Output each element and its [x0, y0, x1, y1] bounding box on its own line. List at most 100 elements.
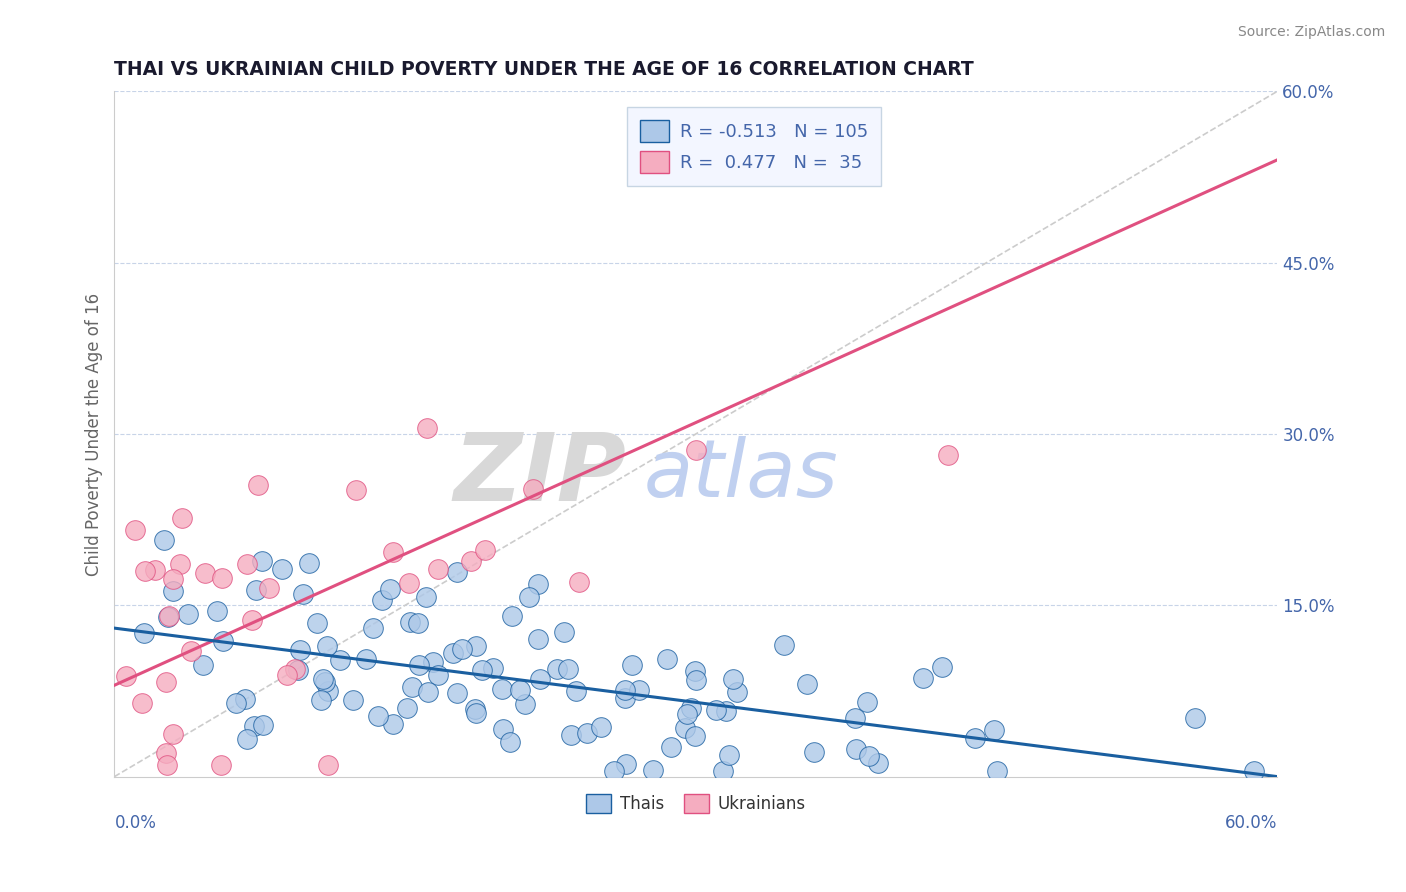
Point	[356, 652, 378, 666]
Point	[603, 764, 626, 778]
Point	[398, 576, 420, 591]
Point	[575, 725, 598, 739]
Point	[527, 632, 550, 646]
Point	[515, 697, 537, 711]
Point	[381, 717, 404, 731]
Point	[381, 545, 404, 559]
Point	[501, 609, 523, 624]
Point	[492, 722, 515, 736]
Point	[679, 701, 702, 715]
Point	[240, 613, 263, 627]
Point	[441, 646, 464, 660]
Point	[591, 720, 613, 734]
Point	[270, 562, 292, 576]
Point	[655, 652, 678, 666]
Point	[446, 565, 468, 579]
Point	[1243, 764, 1265, 778]
Point	[460, 554, 482, 568]
Point	[346, 483, 368, 497]
Point	[963, 731, 986, 745]
Point	[132, 626, 155, 640]
Point	[522, 482, 544, 496]
Point	[342, 692, 364, 706]
Point	[464, 702, 486, 716]
Point	[725, 685, 748, 699]
Point	[225, 696, 247, 710]
Point	[288, 642, 311, 657]
Point	[773, 638, 796, 652]
Legend: Thais, Ukrainians: Thais, Ukrainians	[579, 788, 813, 820]
Text: 0.0%: 0.0%	[114, 814, 156, 832]
Point	[659, 739, 682, 754]
Point	[641, 763, 664, 777]
Point	[115, 669, 138, 683]
Point	[396, 701, 419, 715]
Point	[426, 562, 449, 576]
Text: THAI VS UKRAINIAN CHILD POVERTY UNDER THE AGE OF 16 CORRELATION CHART: THAI VS UKRAINIAN CHILD POVERTY UNDER TH…	[114, 60, 974, 78]
Point	[415, 590, 437, 604]
Point	[329, 653, 352, 667]
Point	[426, 667, 449, 681]
Point	[298, 556, 321, 570]
Point	[162, 727, 184, 741]
Point	[620, 657, 643, 672]
Point	[446, 686, 468, 700]
Point	[157, 609, 180, 624]
Point	[194, 566, 217, 581]
Point	[627, 682, 650, 697]
Point	[983, 723, 1005, 738]
Point	[471, 663, 494, 677]
Point	[450, 642, 472, 657]
Point	[309, 692, 332, 706]
Point	[416, 685, 439, 699]
Point	[162, 584, 184, 599]
Point	[422, 655, 444, 669]
Point	[246, 477, 269, 491]
Point	[704, 703, 727, 717]
Point	[155, 674, 177, 689]
Point	[284, 663, 307, 677]
Point	[464, 639, 486, 653]
Point	[560, 728, 582, 742]
Point	[172, 511, 194, 525]
Text: Source: ZipAtlas.com: Source: ZipAtlas.com	[1237, 25, 1385, 39]
Point	[465, 706, 488, 720]
Point	[683, 730, 706, 744]
Point	[491, 681, 513, 696]
Point	[685, 664, 707, 678]
Point	[844, 711, 866, 725]
Point	[482, 661, 505, 675]
Point	[177, 607, 200, 621]
Point	[233, 691, 256, 706]
Point	[408, 658, 430, 673]
Point	[211, 571, 233, 585]
Point	[235, 732, 257, 747]
Point	[936, 448, 959, 462]
Point	[156, 610, 179, 624]
Point	[153, 533, 176, 548]
Point	[180, 644, 202, 658]
Point	[676, 706, 699, 721]
Point	[406, 616, 429, 631]
Point	[557, 662, 579, 676]
Point	[361, 621, 384, 635]
Text: atlas: atlas	[644, 436, 838, 514]
Point	[316, 639, 339, 653]
Point	[250, 554, 273, 568]
Point	[292, 587, 315, 601]
Point	[124, 523, 146, 537]
Point	[236, 557, 259, 571]
Point	[718, 747, 741, 762]
Text: ZIP: ZIP	[453, 429, 626, 521]
Point	[546, 662, 568, 676]
Point	[1184, 711, 1206, 725]
Point	[169, 558, 191, 572]
Point	[367, 709, 389, 723]
Point	[931, 660, 953, 674]
Point	[314, 675, 336, 690]
Point	[162, 572, 184, 586]
Y-axis label: Child Poverty Under the Age of 16: Child Poverty Under the Age of 16	[86, 293, 103, 575]
Point	[509, 683, 531, 698]
Point	[311, 672, 333, 686]
Point	[134, 564, 156, 578]
